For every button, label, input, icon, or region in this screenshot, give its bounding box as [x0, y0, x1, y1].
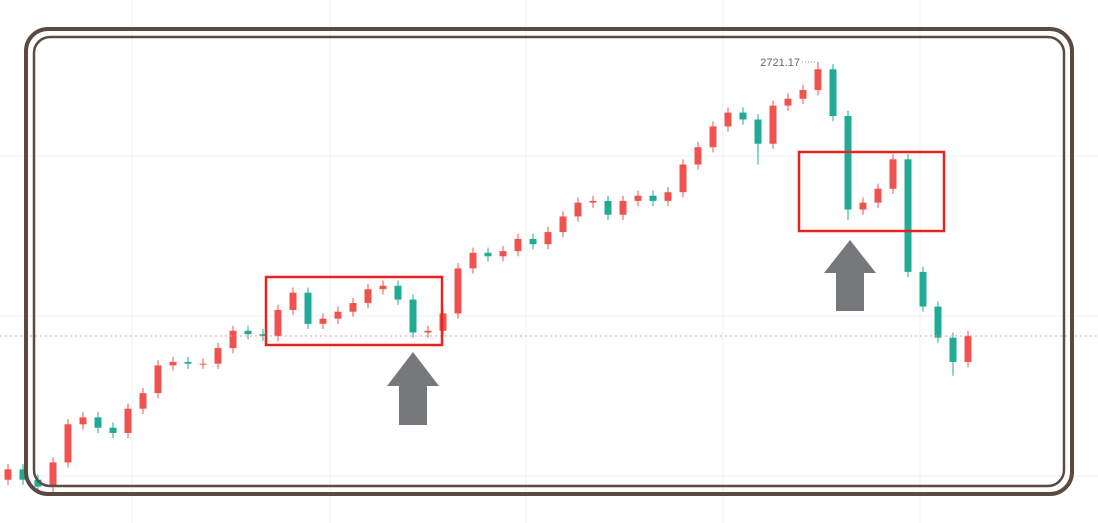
candle-body: [679, 164, 687, 193]
candle-body: [649, 195, 657, 201]
candle-body: [919, 271, 927, 307]
candle-body: [949, 337, 957, 362]
candle-body: [484, 252, 492, 257]
candle-body: [874, 188, 882, 203]
candle-body: [244, 330, 252, 335]
candle-body: [319, 318, 327, 324]
high-label: 2721.17: [760, 57, 800, 69]
candle-body: [394, 285, 402, 300]
candle-body: [664, 192, 672, 201]
candle-body: [784, 98, 792, 106]
candle-body: [769, 105, 777, 144]
candle-body: [604, 200, 612, 215]
frame-outer: [24, 27, 1074, 496]
candle-body: [379, 285, 387, 290]
candle-body: [274, 309, 282, 336]
candle-body: [754, 119, 762, 144]
candle-body: [259, 334, 267, 336]
candle-body: [469, 252, 477, 269]
candle-body: [79, 417, 87, 425]
candle-body: [349, 303, 357, 312]
candle-body: [934, 306, 942, 338]
candle-body: [109, 427, 117, 433]
candle-body: [49, 462, 57, 487]
candle-body: [814, 69, 822, 91]
candle-body: [829, 69, 837, 117]
arrow-up: [387, 352, 439, 425]
candle-body: [799, 90, 807, 99]
candle-body: [199, 363, 207, 365]
candle-body: [724, 112, 732, 127]
candle-body: [844, 116, 852, 210]
candle-body: [514, 238, 522, 252]
candle-body: [334, 311, 342, 319]
candle-body: [19, 469, 27, 480]
candle-body: [904, 159, 912, 272]
candle-body: [4, 469, 12, 480]
candle-body: [964, 335, 972, 362]
candle-body: [289, 292, 297, 310]
candle-body: [214, 348, 222, 364]
highlight-box: [264, 275, 444, 347]
candle-body: [64, 424, 72, 463]
candle-body: [859, 202, 867, 210]
candle-body: [94, 417, 102, 428]
candle-body: [589, 200, 597, 203]
candle-body: [889, 159, 897, 189]
candle-body: [154, 365, 162, 394]
frame-inner: [32, 35, 1066, 488]
candle-body: [499, 251, 507, 257]
candle-body: [409, 299, 417, 333]
candle-body: [424, 330, 432, 333]
candle-body: [739, 112, 747, 120]
candle-body: [619, 200, 627, 215]
candle-body: [634, 195, 642, 201]
candle-body: [364, 289, 372, 304]
highlight-box: [797, 150, 946, 233]
candle-body: [34, 479, 42, 487]
candle-body: [694, 147, 702, 165]
candle-body: [304, 292, 312, 324]
candle-body: [709, 126, 717, 148]
candle-body: [229, 330, 237, 349]
plot: 2721.17: [0, 57, 1098, 492]
candle-body: [529, 238, 537, 245]
candle-body: [544, 232, 552, 245]
candle-body: [559, 216, 567, 233]
candle-body: [454, 268, 462, 314]
arrow-up: [824, 240, 876, 311]
candle-body: [574, 202, 582, 217]
candle-body: [139, 393, 147, 409]
candle-body: [184, 361, 192, 364]
candle-body: [124, 408, 132, 433]
candle-body: [169, 361, 177, 366]
